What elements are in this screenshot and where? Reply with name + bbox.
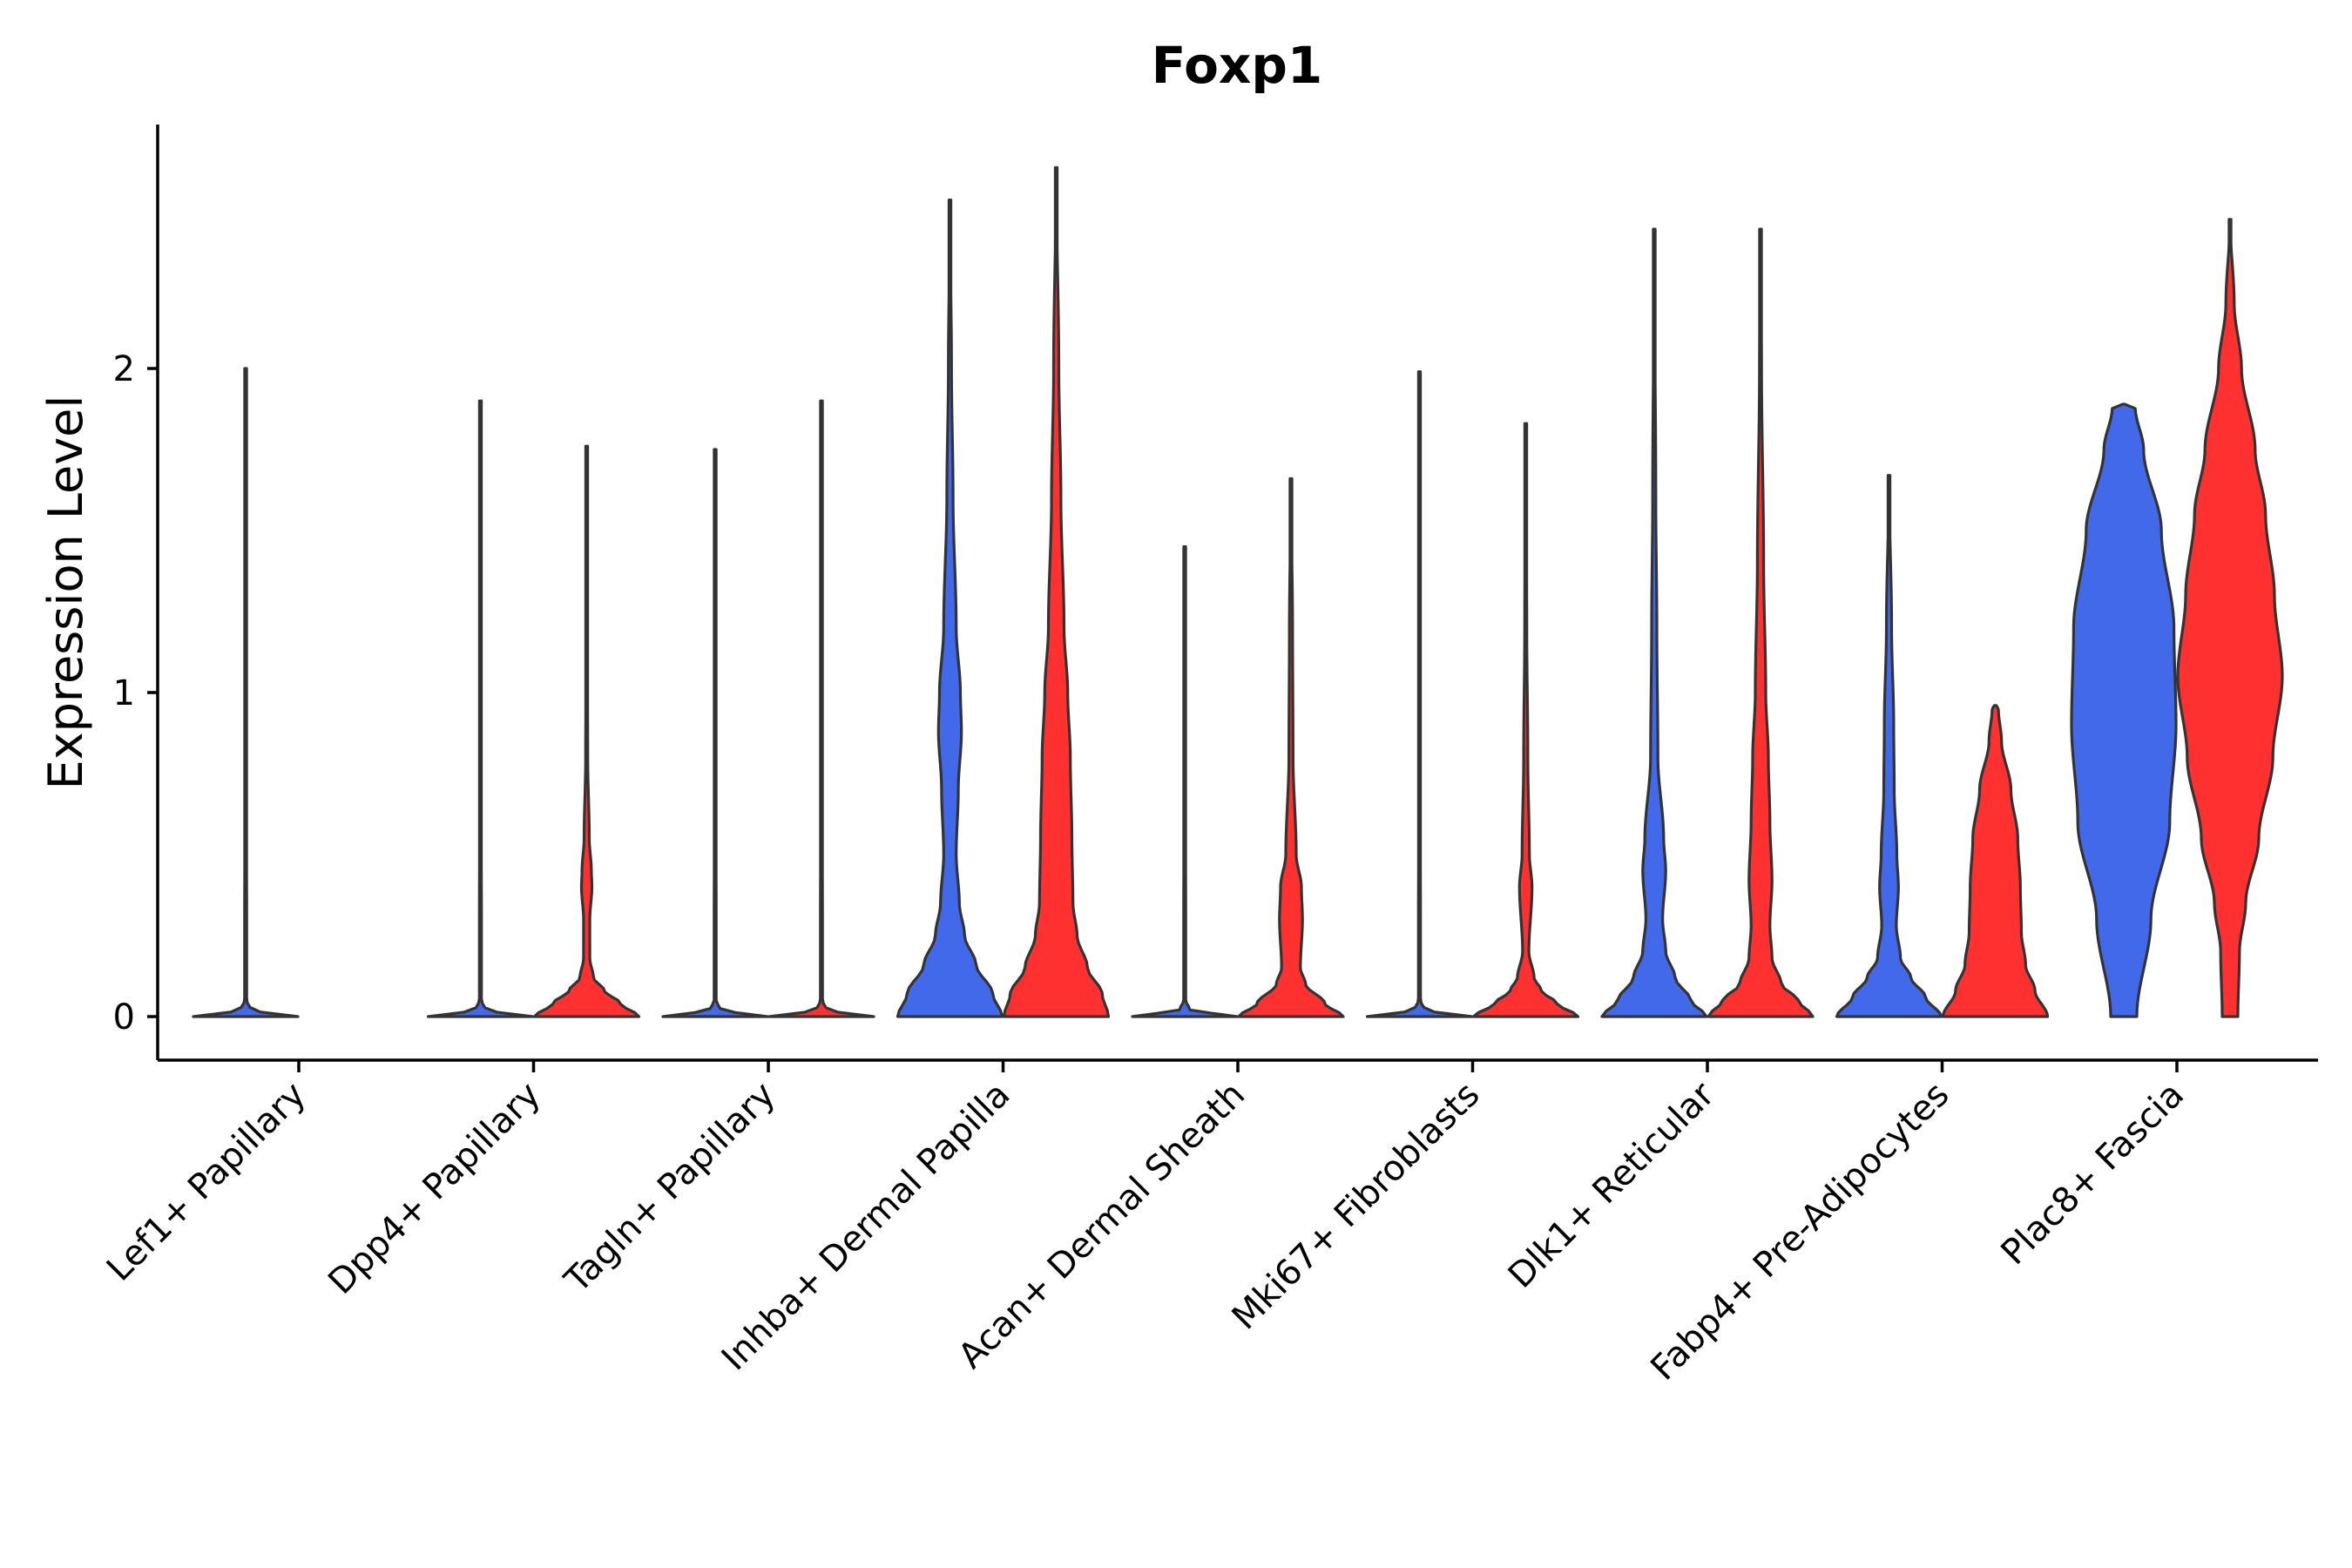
violin-1-9	[2070, 402, 2178, 1018]
violin-2-2	[532, 444, 641, 1018]
x-tick-label: Lef1+ Papillary	[99, 1075, 314, 1289]
violin-1-4	[896, 198, 1004, 1018]
violin-2-8	[1941, 704, 2050, 1018]
x-tick-label: Dpp4+ Papillary	[321, 1075, 548, 1302]
chart-title: Foxp1	[1152, 36, 1322, 95]
y-tick-label: 2	[113, 349, 135, 389]
violin-1-5	[1131, 545, 1239, 1018]
violin-1-8	[1835, 474, 1943, 1018]
violin-1-6	[1365, 370, 1474, 1018]
x-tick-label: Dlk1+ Reticular	[1501, 1074, 1723, 1296]
violin-2-9	[2176, 218, 2284, 1018]
violin-1-1	[192, 367, 300, 1018]
violin-2-5	[1237, 476, 1345, 1018]
x-tick-label: Mki67+ Fibroblasts	[1225, 1075, 1488, 1338]
x-tick-label: Plac8+ Fascia	[1994, 1075, 2193, 1274]
violin-1-2	[426, 399, 535, 1018]
y-tick-label: 1	[113, 673, 135, 713]
y-axis-label: Expression Level	[38, 395, 93, 790]
violin-1-3	[661, 448, 769, 1018]
violin-1-7	[1600, 227, 1708, 1018]
x-ticks: Lef1+ Papillary Dpp4+ Papillary Tagln+ Pap…	[99, 1060, 2192, 1389]
violin-2-3	[767, 399, 875, 1018]
y-ticks: 0 1 2	[113, 349, 158, 1037]
violin-2-4	[1002, 166, 1111, 1018]
x-tick-label: Tagln+ Papillary	[557, 1075, 783, 1301]
violin-2-7	[1707, 227, 1815, 1018]
y-tick-label: 0	[113, 997, 135, 1037]
violins	[192, 166, 2284, 1018]
violin-2-6	[1471, 422, 1580, 1018]
